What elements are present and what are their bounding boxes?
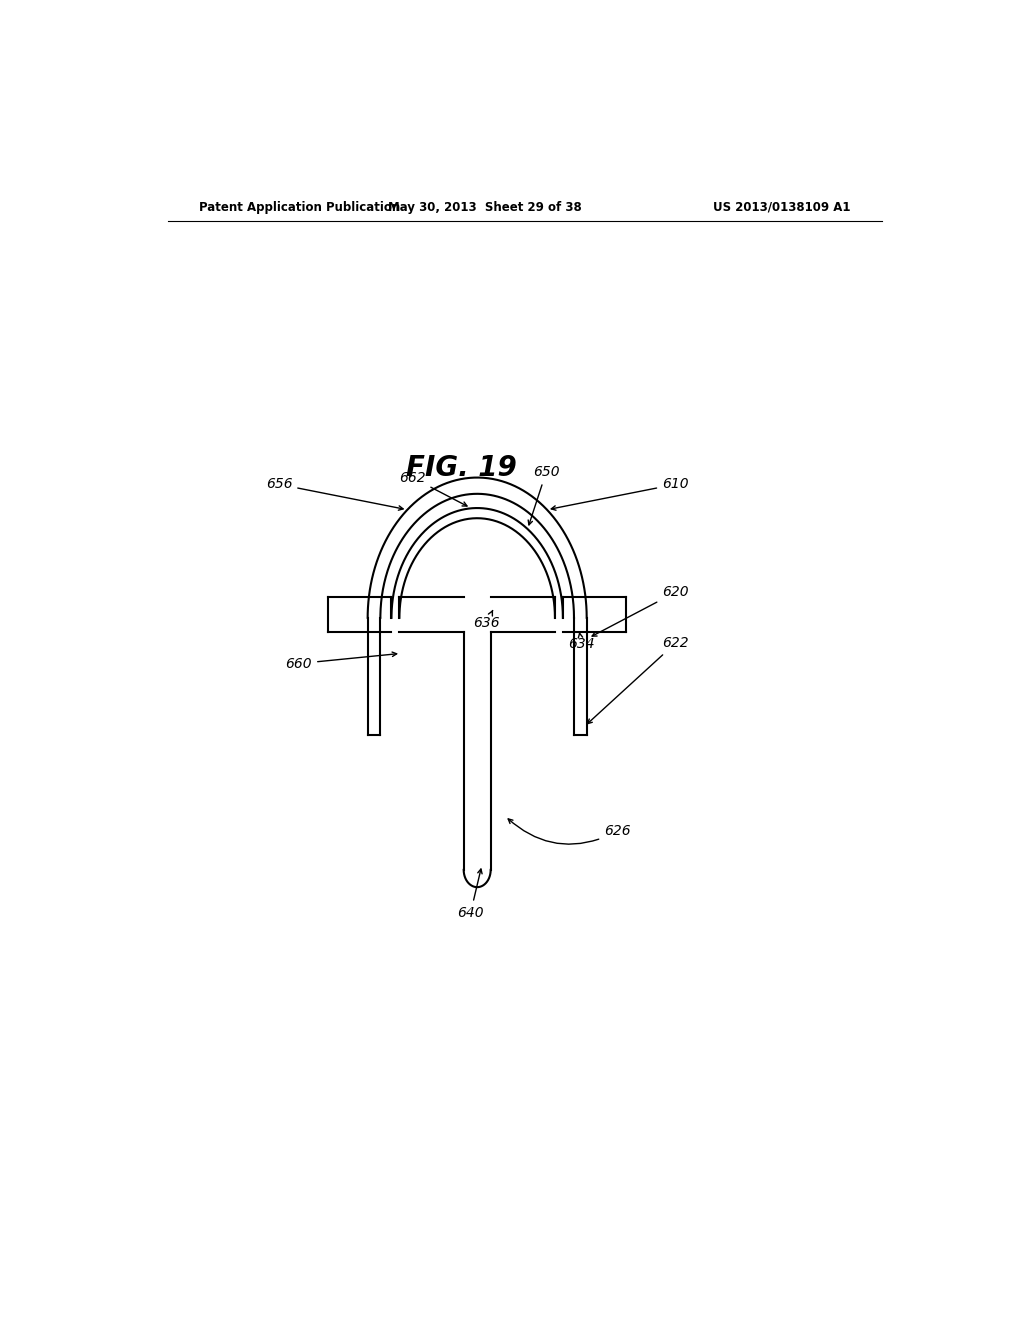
- Text: 640: 640: [458, 869, 484, 920]
- Text: 620: 620: [592, 585, 689, 636]
- Text: FIG. 19: FIG. 19: [406, 454, 517, 482]
- Text: 656: 656: [265, 478, 403, 511]
- Text: 660: 660: [286, 652, 396, 671]
- Text: 610: 610: [551, 478, 689, 511]
- Text: 662: 662: [399, 470, 467, 506]
- Text: 636: 636: [473, 610, 500, 630]
- Text: 622: 622: [588, 636, 689, 723]
- Text: 634: 634: [568, 632, 595, 651]
- Text: 650: 650: [528, 466, 559, 525]
- Text: Patent Application Publication: Patent Application Publication: [200, 201, 400, 214]
- Text: 626: 626: [508, 818, 631, 845]
- Text: May 30, 2013  Sheet 29 of 38: May 30, 2013 Sheet 29 of 38: [388, 201, 582, 214]
- Text: US 2013/0138109 A1: US 2013/0138109 A1: [713, 201, 850, 214]
